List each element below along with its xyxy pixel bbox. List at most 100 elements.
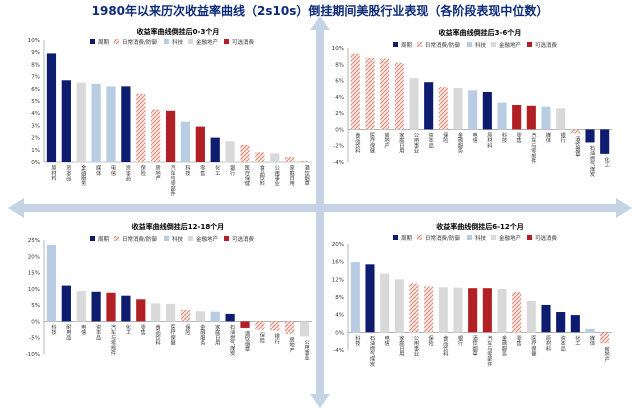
category-label: 石油燃气煤炭 [369,335,375,368]
bar-4 [409,78,419,130]
legend-label: 日常消费/防御 [425,234,460,242]
chart-title: 收益率曲线倒挂后3-6个月 [439,28,522,37]
category-label: 零售 [515,335,521,347]
chart-title: 收益率曲线倒挂后12-18个月 [132,222,224,231]
bar-17 [600,332,610,344]
y-tick-label: 10% [332,46,344,52]
up-arrow-icon [310,16,330,30]
bar-15 [570,315,580,333]
category-label: 汽车与零部件 [486,334,492,368]
legend-item-finance: 金融地产 [491,41,522,49]
bar-5 [424,82,434,130]
y-tick-label: 8% [335,62,344,68]
legend-swatch [90,236,95,241]
bar-8 [468,90,478,130]
category-label: 耐用品 [65,323,71,341]
legend-item-finance: 金融地产 [491,234,522,242]
legend-item-finance: 金融地产 [188,38,219,46]
bar-9 [482,288,492,333]
y-tick-label: 8% [335,295,344,301]
legend-swatch [527,235,532,240]
legend-label: 科技 [475,41,487,49]
category-label: 科技 [501,131,507,144]
left-arrow-icon [8,198,24,218]
legend-swatch [164,236,169,241]
bar-10 [195,126,205,162]
legend-item-tech: 科技 [164,38,184,46]
y-tick-label: 4% [31,111,40,117]
y-tick-label: 10% [28,38,40,44]
bar-6 [438,287,448,333]
category-label: 保险 [139,164,145,177]
y-tick-label: 0% [31,160,40,166]
y-tick-label: 12% [332,277,344,283]
y-tick-label: 5% [31,99,40,105]
category-label: 医疗保健 [244,165,250,188]
bar-15 [570,129,580,134]
category-label: 电信 [110,164,116,177]
legend-swatch [114,39,119,44]
y-tick-label: 16% [332,260,344,266]
category-label: 保险 [442,131,448,144]
y-tick-label: 8% [31,62,40,68]
category-label: 媒体 [95,165,101,177]
legend-item-consumer: 可选消费 [224,38,255,46]
bar-11 [210,311,220,322]
legend-label: 金融地产 [196,235,219,243]
bar-5 [121,86,131,162]
category-label: 保险 [258,331,264,344]
bar-16 [585,129,595,143]
category-label: 银行 [559,131,565,144]
category-label: 汽车与零部件 [169,164,175,198]
category-label: 食品饮料 [354,131,360,155]
category-label: 家庭日用 [398,334,404,358]
bar-8 [165,110,176,162]
bar-17 [299,321,310,337]
category-label: 石油燃气煤炭 [589,145,595,178]
category-label: 酒饮烟草 [244,330,250,354]
category-label: 化工 [125,323,131,335]
bar-13 [240,144,250,162]
legend-swatch [188,236,193,241]
legend-item-finance: 金融地产 [188,235,219,243]
legend-item-tech: 科技 [467,41,487,49]
category-label: 保险 [427,334,433,347]
bar-0 [46,53,57,162]
legend-swatch [417,42,422,47]
y-tick-label: 10% [28,287,40,293]
category-label: 资本品 [95,323,101,341]
bar-0 [350,262,360,333]
y-tick-label: 5% [31,303,40,309]
category-label: 金融服务 [80,164,86,188]
y-tick-label: 0% [335,330,344,336]
y-tick-label: 1% [31,148,40,154]
category-label: 公用事业 [304,339,310,360]
bar-9 [482,91,492,130]
bar-14 [255,152,265,162]
legend-item-consumer: 可选消费 [527,41,558,49]
bar-3 [91,291,101,322]
category-label: 零售 [199,165,205,177]
bar-7 [453,87,463,130]
main-title: 1980年以来历次收益率曲线（2s10s）倒挂期间美股行业表现（各阶段表现中位数… [91,4,549,18]
bar-13 [240,321,250,328]
legend-label: 可选消费 [535,234,558,242]
legend-item-consumer: 可选消费 [527,234,558,242]
category-label: 医疗保健 [530,335,536,358]
category-label: 化工 [574,334,580,346]
category-label: 酒饮烟草 [471,334,477,358]
y-tick-label: 0% [31,319,40,325]
category-label: 汽车与零部件 [110,323,116,357]
bar-11 [512,105,522,130]
legend-swatch [164,39,169,44]
category-label: 房地产 [384,131,390,149]
bar-2 [76,82,86,162]
legend-label: 金融地产 [499,234,522,242]
category-label: 保险 [184,323,190,336]
category-label: 家庭日用 [214,323,220,347]
category-label: 食品饮料 [154,323,160,347]
category-label: 资本品 [428,131,434,149]
